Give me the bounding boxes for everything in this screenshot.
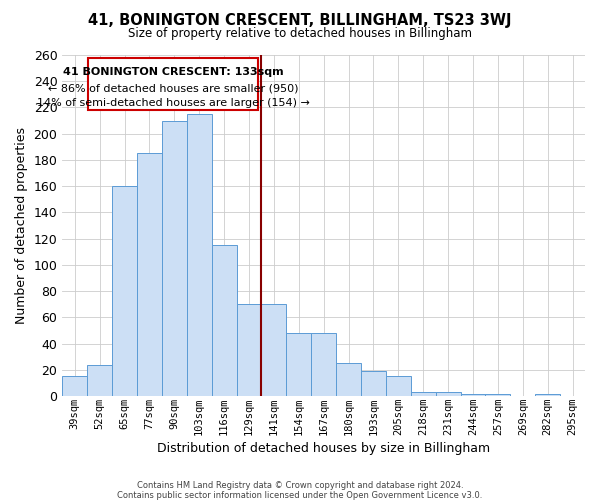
Bar	[187, 114, 212, 396]
Bar	[311, 333, 336, 396]
Bar	[137, 154, 162, 396]
Bar	[411, 392, 436, 396]
Bar	[112, 186, 137, 396]
Bar	[262, 304, 286, 396]
Text: Contains HM Land Registry data © Crown copyright and database right 2024.: Contains HM Land Registry data © Crown c…	[137, 482, 463, 490]
Text: 14% of semi-detached houses are larger (154) →: 14% of semi-detached houses are larger (…	[37, 98, 310, 108]
Bar	[87, 364, 112, 396]
Text: ← 86% of detached houses are smaller (950): ← 86% of detached houses are smaller (95…	[48, 84, 298, 94]
Text: Size of property relative to detached houses in Billingham: Size of property relative to detached ho…	[128, 28, 472, 40]
Bar	[88, 58, 257, 110]
Bar	[286, 333, 311, 396]
Text: 41, BONINGTON CRESCENT, BILLINGHAM, TS23 3WJ: 41, BONINGTON CRESCENT, BILLINGHAM, TS23…	[88, 12, 512, 28]
Bar	[361, 371, 386, 396]
Bar	[236, 304, 262, 396]
Bar	[535, 394, 560, 396]
Bar	[461, 394, 485, 396]
Bar	[485, 394, 511, 396]
Y-axis label: Number of detached properties: Number of detached properties	[15, 127, 28, 324]
Bar	[386, 376, 411, 396]
Bar	[212, 246, 236, 396]
Bar	[162, 120, 187, 396]
X-axis label: Distribution of detached houses by size in Billingham: Distribution of detached houses by size …	[157, 442, 490, 455]
Bar	[336, 364, 361, 396]
Bar	[436, 392, 461, 396]
Text: Contains public sector information licensed under the Open Government Licence v3: Contains public sector information licen…	[118, 490, 482, 500]
Bar	[62, 376, 87, 396]
Text: 41 BONINGTON CRESCENT: 133sqm: 41 BONINGTON CRESCENT: 133sqm	[63, 67, 283, 77]
